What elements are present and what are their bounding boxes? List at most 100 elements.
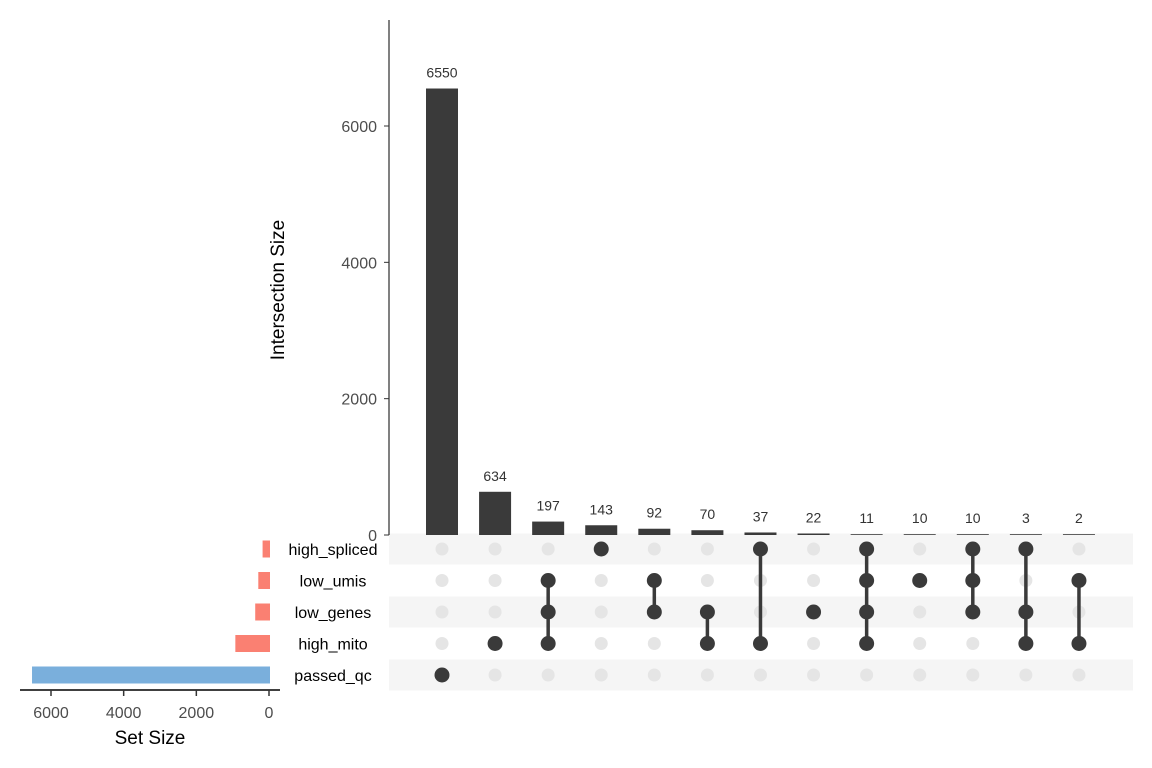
intersection-bar-label: 37 [753,508,769,524]
intersection-y-axis-title: Intersection Size [268,220,289,360]
matrix-dot-inactive [1072,668,1086,682]
set-size-tick-label: 4000 [106,705,142,722]
matrix-dot-inactive [700,574,714,587]
matrix-dot-inactive [541,542,555,556]
matrix-dot-inactive [807,574,821,587]
matrix-dot-active [699,636,715,651]
y-tick-label: 2000 [341,392,377,409]
matrix-dot-inactive [435,637,449,650]
intersection-bar [850,534,883,535]
intersection-bar [479,491,512,535]
matrix-dot-inactive [541,668,555,682]
intersection-bar [638,528,671,535]
matrix-dot-active [699,604,715,620]
intersection-bar [532,521,565,535]
intersection-bar [903,534,936,535]
intersection-bar-label: 92 [647,505,663,521]
matrix-dot-inactive [435,605,449,619]
intersection-bar [744,532,777,535]
set-size-bar [32,666,271,684]
matrix-dot-inactive [488,574,502,587]
matrix-dot-active [434,667,450,683]
matrix-dot-active [1018,604,1034,620]
set-name-label: low_genes [295,605,372,622]
matrix-dot-active [965,541,981,557]
matrix-dot-active [806,604,822,620]
intersection-bar [956,534,989,535]
intersection-bar-label: 6550 [426,65,457,81]
matrix-dot-inactive [594,668,608,682]
matrix-dot-active [646,573,662,588]
set-name-label: passed_qc [294,668,371,685]
matrix-dot-inactive [594,574,608,587]
matrix-dot-inactive [913,605,927,619]
intersection-bar [1062,534,1095,535]
y-tick-label: 0 [368,528,377,545]
intersection-bar-label: 2 [1075,510,1083,526]
matrix-dot-inactive [647,668,661,682]
matrix-dot-active [752,541,768,557]
set-size-bar [258,572,270,589]
y-tick-label: 6000 [341,119,377,136]
matrix-dot-active [859,636,875,651]
matrix-dot-active [646,604,662,620]
intersection-bar [1009,534,1042,535]
matrix-dot-active [487,636,503,651]
intersection-bar-label: 11 [859,510,874,526]
matrix-dot-active [540,604,556,620]
intersection-bar-label: 143 [590,501,614,517]
matrix-dot-inactive [966,668,980,682]
set-size-bar [255,603,270,621]
matrix-dot-inactive [700,668,714,682]
matrix-dot-inactive [807,542,821,556]
set-size-x-axis-title: Set Size [115,728,186,749]
matrix-dot-active [859,541,875,557]
set-size-bar [262,540,270,558]
matrix-dot-inactive [913,542,927,556]
matrix-dot-active [859,604,875,620]
intersection-bar [585,525,618,535]
matrix-dot-inactive [647,637,661,650]
intersection-bar-label: 634 [483,468,507,484]
matrix-dot-active [752,636,768,651]
set-name-label: low_umis [300,574,367,591]
set-size-tick-label: 2000 [179,705,215,722]
matrix-dot-inactive [1072,542,1086,556]
intersection-bar [797,533,830,535]
y-tick-label: 4000 [341,255,377,272]
matrix-dot-inactive [913,637,927,650]
matrix-dot-active [965,604,981,620]
matrix-dot-inactive [488,542,502,556]
matrix-dot-inactive [435,574,449,587]
intersection-bar-label: 10 [965,510,981,526]
matrix-dot-inactive [435,542,449,556]
matrix-dot-active [1018,636,1034,651]
intersection-bar-label: 22 [806,510,822,526]
matrix-dot-inactive [700,542,714,556]
intersection-bar [691,530,724,535]
intersection-bar-label: 197 [536,498,560,514]
matrix-dot-inactive [647,542,661,556]
matrix-dot-inactive [594,637,608,650]
set-size-tick-label: 0 [265,705,274,722]
matrix-dot-active [1071,573,1087,588]
matrix-dot-inactive [753,668,767,682]
matrix-dot-active [1071,636,1087,651]
set-size-tick-label: 6000 [33,705,69,722]
matrix-dot-inactive [1019,668,1033,682]
matrix-dot-active [965,573,981,588]
matrix-dot-active [859,573,875,588]
intersection-bar-label: 3 [1022,510,1030,526]
matrix-dot-inactive [966,637,980,650]
matrix-dot-active [540,573,556,588]
matrix-dot-active [540,636,556,651]
matrix-dot-active [593,541,609,557]
matrix-dot-inactive [594,605,608,619]
matrix-dot-active [912,573,928,588]
matrix-dot-inactive [860,668,874,682]
intersection-bar-label: 10 [912,510,928,526]
set-size-bar [235,635,270,652]
matrix-dot-active [1018,541,1034,557]
intersection-bar [426,88,458,535]
matrix-dot-inactive [488,605,502,619]
